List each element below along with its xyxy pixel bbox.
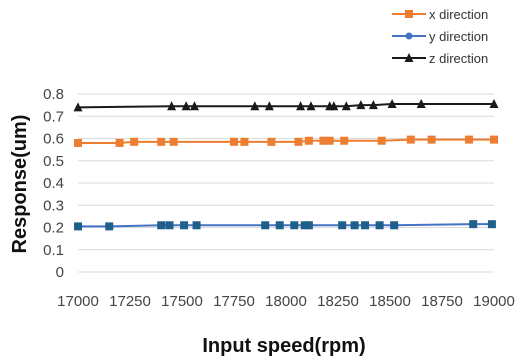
x-tick-label: 18250: [317, 293, 359, 310]
y-tick-label: 0.5: [43, 153, 64, 170]
y-tick-label: 0.4: [43, 175, 64, 192]
series-line: [77, 103, 494, 109]
data-point: [74, 222, 82, 231]
x-tick-label: 18750: [421, 293, 463, 310]
data-point: [350, 221, 359, 230]
legend-label: x direction: [429, 7, 488, 22]
data-point: [230, 137, 238, 146]
series-x-direction: [74, 135, 498, 147]
y-tick-label: 0.3: [43, 197, 64, 214]
data-point: [356, 100, 366, 110]
legend-label: z direction: [429, 51, 488, 66]
data-point: [325, 136, 334, 145]
y-axis: 0 0.1 0.2 0.3 0.4 0.5 0.6 0.7 0.8: [43, 86, 64, 281]
legend-marker: [405, 32, 413, 40]
x-tick-label: 17250: [109, 293, 151, 310]
x-axis-title: Input speed(rpm): [202, 335, 365, 357]
data-point: [290, 221, 299, 230]
data-point: [294, 137, 303, 146]
data-point: [165, 221, 174, 230]
data-point: [167, 101, 177, 111]
legend-label: y direction: [429, 29, 488, 44]
data-point: [261, 221, 270, 230]
legend: x direction y direction z direction: [392, 7, 488, 66]
x-tick-label: 18500: [369, 293, 411, 310]
data-point: [368, 100, 378, 110]
data-point: [427, 135, 436, 144]
legend-item: z direction: [392, 51, 488, 66]
x-tick-label: 19000: [473, 293, 515, 310]
y-tick-label: 0.7: [43, 108, 64, 125]
data-point: [267, 137, 276, 146]
data-point: [73, 102, 83, 112]
plot-area: [73, 99, 499, 231]
data-point: [387, 99, 397, 109]
data-point: [105, 222, 114, 231]
x-tick-label: 18000: [265, 293, 307, 310]
data-point: [180, 221, 189, 230]
data-point: [416, 99, 426, 109]
data-point: [189, 101, 199, 111]
data-point: [375, 221, 384, 230]
data-point: [130, 137, 139, 146]
data-point: [465, 135, 474, 144]
y-tick-label: 0.2: [43, 220, 64, 237]
x-tick-label: 17000: [57, 293, 99, 310]
data-point: [74, 138, 82, 147]
y-axis-title: Response(um): [9, 115, 31, 254]
data-point: [338, 221, 347, 230]
y-tick-label: 0.8: [43, 86, 64, 103]
legend-item: y direction: [392, 29, 488, 44]
data-point: [157, 221, 166, 230]
y-tick-label: 0.1: [43, 242, 64, 259]
data-point: [115, 138, 124, 147]
legend-marker: [404, 53, 414, 62]
data-point: [377, 136, 386, 145]
series-y-direction: [74, 220, 496, 231]
data-point: [340, 136, 349, 145]
data-point: [329, 101, 339, 111]
data-point: [264, 101, 274, 111]
data-point: [487, 220, 496, 229]
data-point: [406, 135, 415, 144]
data-point: [192, 221, 201, 230]
data-point: [319, 136, 328, 145]
data-point: [390, 221, 399, 230]
legend-item: x direction: [392, 7, 488, 22]
series-line: [78, 223, 492, 228]
data-point: [250, 101, 260, 111]
y-tick-label: 0: [56, 264, 64, 281]
legend-marker: [405, 10, 413, 18]
data-point: [275, 221, 284, 230]
y-tick-label: 0.6: [43, 131, 64, 148]
data-point: [300, 221, 309, 230]
data-point: [304, 221, 313, 230]
data-point: [181, 101, 191, 111]
grid: [78, 93, 494, 273]
x-axis: 17000 17250 17500 17750 18000 18250 18500 18750…: [57, 293, 515, 310]
data-point: [169, 137, 178, 146]
data-point: [306, 101, 316, 111]
data-point: [469, 220, 478, 229]
data-point: [489, 99, 499, 109]
series-z-direction: [73, 99, 499, 112]
data-point: [296, 101, 306, 111]
x-tick-label: 17750: [213, 293, 255, 310]
data-point: [304, 136, 313, 145]
data-point: [361, 221, 370, 230]
x-tick-label: 17500: [161, 293, 203, 310]
data-point: [341, 101, 351, 111]
data-point: [157, 137, 166, 146]
data-point: [240, 137, 249, 146]
data-point: [490, 135, 498, 144]
